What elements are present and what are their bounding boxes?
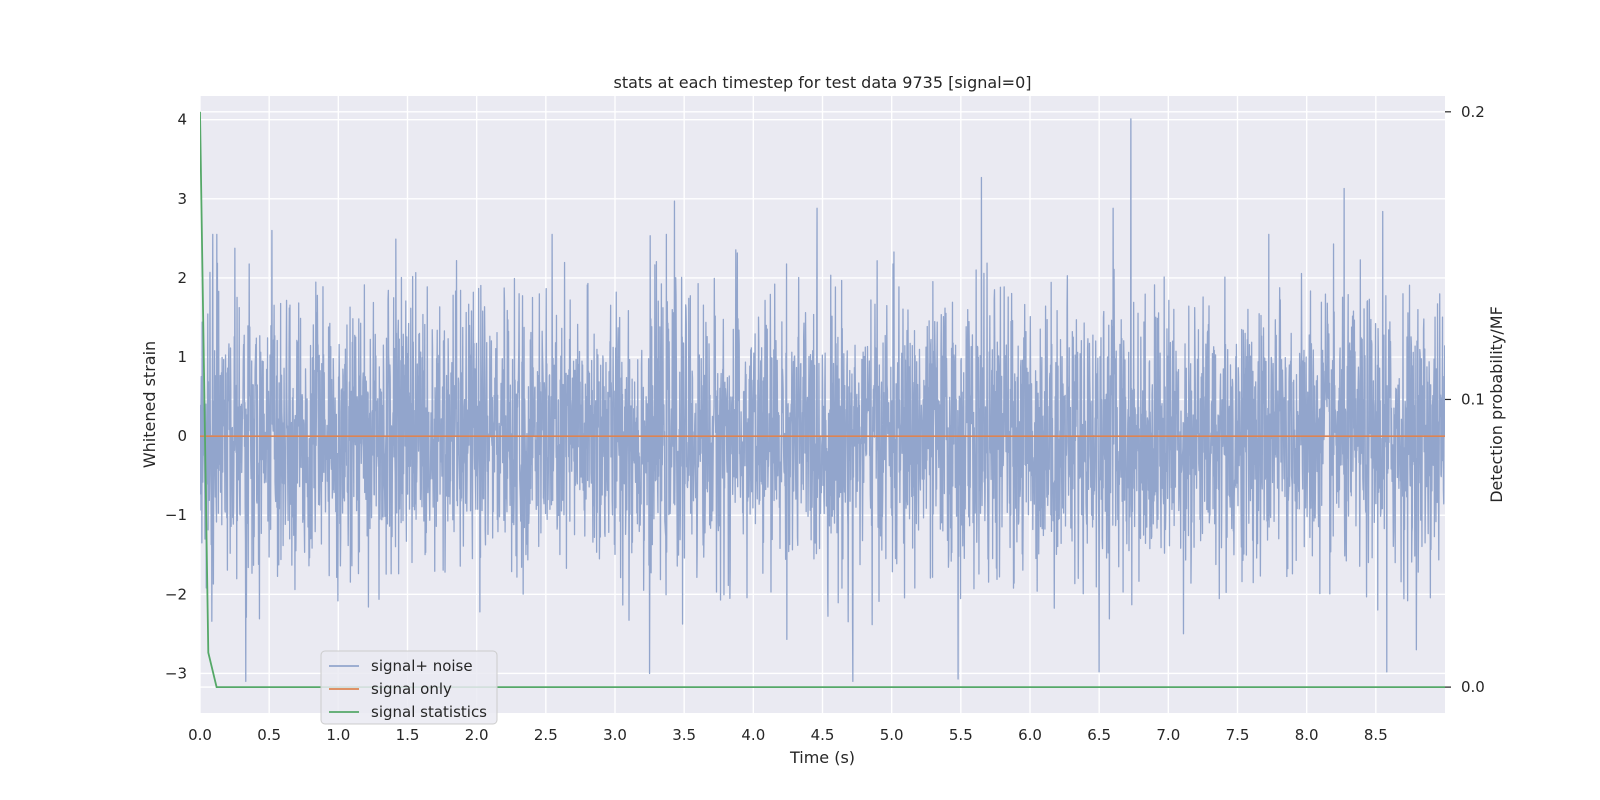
y-axis-right-label: Detection probability/MF xyxy=(1487,306,1506,503)
y-tick-label: 2 xyxy=(177,269,187,287)
legend-label: signal statistics xyxy=(371,703,487,721)
x-axis: 0.0 0.5 1.0 1.5 2.0 2.5 3.0 3.5 4.0 4.5 5.0 5.5 6.0 6… xyxy=(188,726,1388,744)
y-tick-label: −2 xyxy=(165,585,187,603)
x-tick-label: 5.0 xyxy=(880,726,904,744)
y-axis-label: Whitened strain xyxy=(140,341,159,468)
x-tick-label: 1.0 xyxy=(326,726,350,744)
chart-title: stats at each timestep for test data 973… xyxy=(613,73,1031,92)
x-tick-label: 5.5 xyxy=(949,726,973,744)
y-tick-label: −3 xyxy=(165,664,187,682)
y-tick-label: 0 xyxy=(177,427,187,445)
x-tick-label: 1.5 xyxy=(396,726,420,744)
y-axis-right: 0.0 0.1 0.2 xyxy=(1445,103,1485,696)
series-signal-plus-noise-line xyxy=(200,118,1445,683)
x-tick-label: 3.0 xyxy=(603,726,627,744)
x-tick-label: 6.0 xyxy=(1018,726,1042,744)
x-tick-label: 0.0 xyxy=(188,726,212,744)
y-tick-label: −1 xyxy=(165,506,187,524)
x-tick-label: 2.5 xyxy=(534,726,558,744)
x-tick-label: 8.5 xyxy=(1364,726,1388,744)
y-tick-label: 1 xyxy=(177,348,187,366)
x-tick-label: 8.0 xyxy=(1295,726,1319,744)
y-tick-label: 4 xyxy=(177,111,187,129)
y-axis-left: −3 −2 −1 0 1 2 3 4 xyxy=(165,111,187,683)
y-right-tick-label: 0.0 xyxy=(1461,678,1485,696)
series-layer xyxy=(200,111,1445,689)
legend: signal+ noise signal only signal statistic… xyxy=(320,650,498,725)
y-right-tick-label: 0.1 xyxy=(1461,390,1485,408)
x-tick-label: 4.0 xyxy=(741,726,765,744)
x-tick-label: 6.5 xyxy=(1087,726,1111,744)
y-right-tick-label: 0.2 xyxy=(1461,103,1485,121)
y-tick-label: 3 xyxy=(177,190,187,208)
legend-label: signal only xyxy=(371,680,452,698)
x-tick-label: 7.5 xyxy=(1226,726,1250,744)
x-tick-label: 0.5 xyxy=(257,726,281,744)
legend-box xyxy=(320,650,498,725)
x-tick-label: 7.0 xyxy=(1156,726,1180,744)
legend-label: signal+ noise xyxy=(371,657,473,675)
x-axis-label: Time (s) xyxy=(789,748,855,767)
x-tick-label: 2.0 xyxy=(465,726,489,744)
x-tick-label: 3.5 xyxy=(672,726,696,744)
series-signal-statistics-line xyxy=(200,111,1445,689)
x-tick-label: 4.5 xyxy=(811,726,835,744)
